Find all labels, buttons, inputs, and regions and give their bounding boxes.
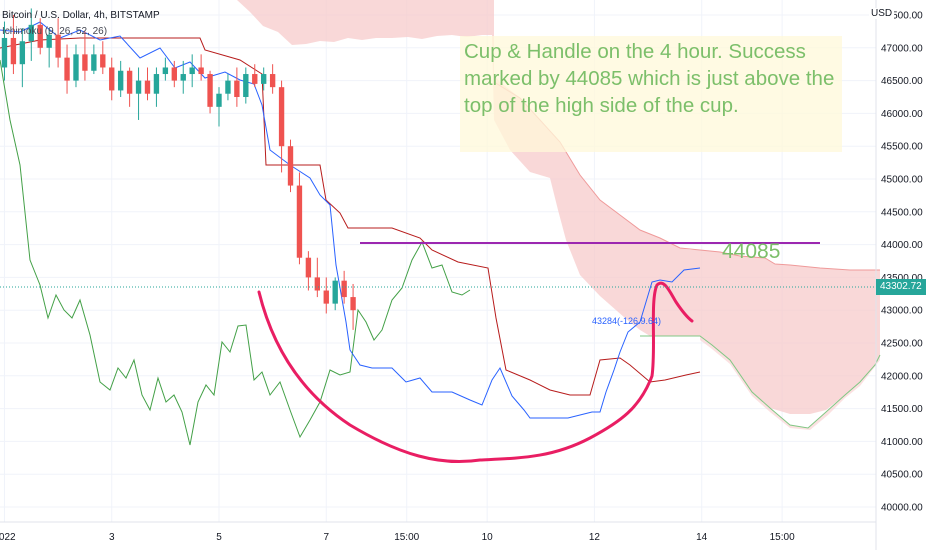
price-tick-label: 40500.00 [881,470,923,481]
time-tick-label: 7 [323,532,329,543]
annotation-text: Cup & Handle on the 4 hour. Success mark… [464,40,835,117]
candle-body [10,37,17,65]
candle-body [323,290,329,304]
price-tick-label: 43000.00 [881,306,923,317]
price-tick-label: 46500.00 [881,76,923,87]
candle-body [269,74,276,88]
cloud-lower-area [700,336,880,430]
price-tick-label: 46000.00 [881,109,923,120]
candle-body [180,74,186,81]
time-tick-label: 10 [482,532,494,543]
candle-body [162,67,169,75]
indicator-legend[interactable]: Ichimoku (9, 26, 52, 26) [2,26,108,37]
candle-body [91,54,97,71]
level-label: 44085 [722,240,781,263]
candle-body [117,70,124,91]
candle-body [64,57,70,81]
price-tick-label: 40000.00 [881,503,923,514]
candle-body [135,80,142,94]
cloud-leading-span-a [640,335,881,429]
candle-body [189,67,195,75]
candle-body [225,80,231,94]
candle-body [243,74,249,97]
price-tick-label: 43500.00 [881,273,923,284]
candle-body [261,74,267,84]
candle-body [287,146,294,186]
price-tick-label: 45000.00 [881,175,923,186]
currency-label[interactable]: USD [869,8,895,19]
candle-body [153,74,160,94]
candle-body [341,280,347,298]
candle-body [82,54,88,71]
candle-body [171,67,177,81]
candle-body [100,54,106,68]
price-tick-label: 47500.00 [881,11,923,22]
candle-body [332,280,338,304]
candlestick-series [1,8,356,330]
time-axis[interactable]: 2022 3 5 7 15:00 10 12 14 15:00 [0,532,795,543]
price-tick-label: 42500.00 [881,339,923,350]
current-price-tag: 43302.72 [876,279,926,295]
price-tick-label: 42000.00 [881,371,923,382]
candle-body [55,34,61,58]
candle-body [350,297,356,311]
time-tick-label: 15:00 [770,532,795,543]
price-tick-label: 41000.00 [881,437,923,448]
price-tick-label: 44500.00 [881,207,923,218]
candle-body [144,80,151,94]
lagging-span-line [0,59,471,446]
time-tick-label: 12 [589,532,601,543]
time-tick-label: 14 [696,532,708,543]
cloud-upper-area [237,0,880,414]
candle-body [1,37,8,68]
candle-body [305,257,312,278]
candle-body [216,93,222,107]
candle-body [37,24,43,48]
candle-body [73,54,79,81]
time-tick-label: 3 [109,532,115,543]
candle-body [234,80,240,97]
base-line [0,37,701,396]
candle-body [314,277,321,291]
candle-body [198,67,204,75]
candle-body [126,70,133,94]
candle-body [252,74,258,84]
chart-symbol-title: Bitcoin / U.S. Dollar, 4h, BITSTAMP [2,10,160,21]
price-tick-label: 41500.00 [881,404,923,415]
cup-drawing[interactable] [257,281,694,464]
price-tick-label: 47000.00 [881,43,923,54]
time-tick-label: 15:00 [394,532,419,543]
candle-body [28,24,34,42]
candle-body [207,74,213,107]
candle-body [109,67,115,91]
candle-body [296,185,303,258]
conversion-line [0,21,701,419]
price-change-label: 43284(-126.9.64) [592,316,662,326]
time-tick-label: 2022 [0,532,16,543]
price-axis[interactable]: 40000.00 40500.00 41000.00 41500.00 42000.00… [881,11,923,514]
price-tick-label: 44000.00 [881,240,923,251]
candle-body [278,87,285,147]
candle-body [19,41,26,65]
time-tick-label: 5 [216,532,222,543]
annotation-note[interactable]: Cup & Handle on the 4 hour. Success mark… [460,36,842,152]
price-tick-label: 45500.00 [881,142,923,153]
candle-body [46,34,52,48]
